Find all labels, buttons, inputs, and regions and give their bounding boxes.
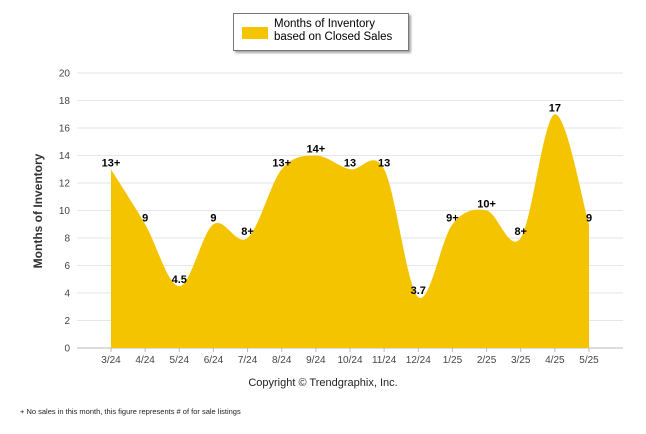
y-tick-label: 10 <box>59 206 71 217</box>
data-label: 10+ <box>477 199 496 211</box>
area-series <box>111 114 589 348</box>
legend-swatch <box>242 27 268 39</box>
x-tick-label: 11/24 <box>372 355 397 366</box>
x-tick-label: 1/25 <box>443 355 463 366</box>
data-label: 9 <box>210 212 216 224</box>
y-tick-label: 12 <box>59 179 71 190</box>
data-label: 9 <box>142 212 148 224</box>
x-tick-label: 4/25 <box>545 355 565 366</box>
y-axis: 0 2 4 6 8 10 12 14 16 18 20 <box>59 69 71 355</box>
x-tick-label: 7/24 <box>238 355 258 366</box>
y-tick-label: 6 <box>64 261 70 272</box>
legend-label: Months of Inventory based on Closed Sale… <box>274 18 393 43</box>
x-tick-label: 9/24 <box>306 355 326 366</box>
x-axis: 3/24 4/24 5/24 6/24 7/24 8/24 9/24 10/24 11/24 12… <box>101 348 599 366</box>
data-label: 14+ <box>307 144 326 156</box>
x-tick-label: 5/24 <box>170 355 190 366</box>
x-tick-label: 2/25 <box>477 355 497 366</box>
footnote-text: + No sales in this month, this figure re… <box>20 407 241 416</box>
data-label: 9 <box>586 212 592 224</box>
data-label: 8+ <box>514 226 527 238</box>
y-tick-label: 20 <box>59 69 71 80</box>
data-label: 4.5 <box>172 274 187 286</box>
data-label: 13+ <box>102 157 121 169</box>
data-label: 8+ <box>241 226 254 238</box>
y-axis-title: Months of Inventory <box>31 153 45 268</box>
x-tick-label: 5/25 <box>579 355 599 366</box>
y-tick-label: 4 <box>64 289 70 300</box>
y-tick-label: 18 <box>59 96 71 107</box>
data-label: 17 <box>549 102 561 114</box>
data-label: 13 <box>344 157 356 169</box>
legend: Months of Inventory based on Closed Sale… <box>233 13 409 51</box>
y-tick-label: 2 <box>64 316 70 327</box>
data-label: 13+ <box>272 157 291 169</box>
x-tick-label: 10/24 <box>337 355 362 366</box>
x-tick-label: 3/24 <box>101 355 121 366</box>
copyright-text: Copyright © Trendgraphix, Inc. <box>248 377 398 389</box>
data-label: 3.7 <box>411 285 426 297</box>
data-label: 13 <box>378 157 390 169</box>
area-fill <box>111 114 589 348</box>
x-tick-label: 4/24 <box>135 355 155 366</box>
data-label: 9+ <box>446 212 459 224</box>
x-tick-label: 8/24 <box>272 355 292 366</box>
y-tick-label: 14 <box>59 151 71 162</box>
data-labels: 13+ 9 4.5 9 8+ 13+ 14+ 13 13 3.7 9+ 10+ 8+ 17 9 <box>102 102 592 297</box>
y-tick-label: 16 <box>59 124 71 135</box>
x-tick-label: 3/25 <box>511 355 531 366</box>
y-tick-label: 8 <box>64 234 70 245</box>
x-tick-label: 6/24 <box>204 355 224 366</box>
y-tick-label: 0 <box>64 344 70 355</box>
x-tick-label: 12/24 <box>406 355 431 366</box>
